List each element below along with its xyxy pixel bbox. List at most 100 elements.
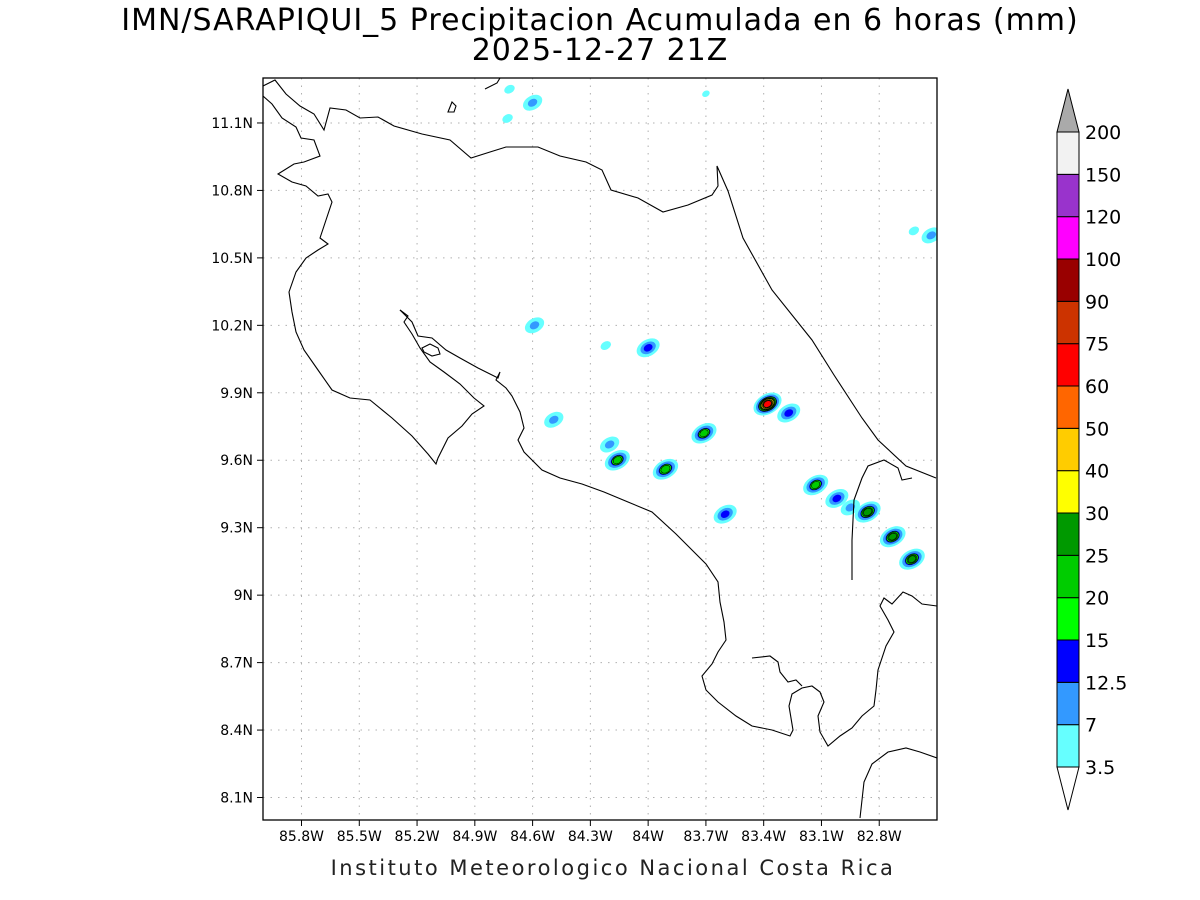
lake-island: [421, 343, 441, 357]
legend-label: 15: [1085, 630, 1109, 652]
legend-swatch: [1056, 724, 1080, 768]
lon-tick-label: 85.8W: [279, 829, 324, 845]
precip-contour: [504, 84, 515, 94]
legend-swatch: [1056, 300, 1080, 345]
burica-point: [859, 747, 937, 819]
legend-label: 90: [1085, 291, 1109, 313]
legend-label: 75: [1085, 334, 1109, 356]
precip-cell: [713, 504, 737, 524]
lat-tick-label: 9.6N: [220, 453, 253, 469]
legend-label: 30: [1085, 503, 1109, 525]
precip-contour: [604, 440, 615, 449]
lat-tick-label: 10.2N: [211, 318, 253, 334]
lon-tick-label: 83.1W: [799, 829, 844, 845]
north-island: [447, 101, 457, 113]
nicoya-gulf-and-central-pacific-coast: [399, 309, 937, 747]
legend-label: 12.5: [1085, 672, 1127, 694]
precip-cell: [825, 489, 849, 508]
precip-contour: [549, 415, 559, 424]
precip-cell: [879, 526, 906, 548]
precip-contour: [832, 494, 842, 503]
precip-contour: [699, 429, 709, 438]
coastline: [263, 78, 937, 819]
precip-contour: [600, 341, 611, 350]
legend-swatch: [1056, 131, 1080, 175]
lon-tick-label: 84.3W: [568, 829, 613, 845]
legend-label: 20: [1085, 588, 1109, 610]
legend-label: 200: [1085, 122, 1121, 144]
precip-cell: [544, 411, 564, 428]
legend-max-arrow: [1056, 88, 1080, 133]
lat-tick-label: 8.7N: [220, 656, 253, 672]
precip-cell: [803, 474, 829, 496]
legend-label: 60: [1085, 376, 1109, 398]
legend-swatch: [1056, 470, 1080, 514]
legend-min-arrow: [1056, 766, 1080, 811]
precip-cell: [522, 94, 543, 111]
legend-label: 50: [1085, 418, 1109, 440]
precip-cell: [652, 458, 679, 480]
legend-label: 120: [1085, 207, 1121, 229]
legend-label: 3.5: [1085, 757, 1115, 779]
legend-swatch: [1056, 639, 1080, 683]
legend-swatch: [1056, 385, 1080, 429]
precip-contour: [763, 400, 772, 408]
precip-cell: [504, 84, 515, 94]
map-subtitle: 2025-12-27 21Z: [471, 33, 729, 68]
precip-cell: [502, 114, 513, 123]
precip-cell: [908, 226, 920, 236]
precip-contour: [702, 90, 710, 98]
precip-cell: [702, 90, 710, 98]
lake-nicaragua-shore: [484, 78, 501, 90]
color-legend: 3.5 7 12.5 15 20 25 30 40 50 60 75 90 100 120 150 200: [1056, 88, 1127, 811]
precip-contour: [612, 456, 622, 465]
axis-ticks: 11.1N 10.8N 10.5N 10.2N 9.9N 9.6N 9.3N 9N 8.7N 8.…: [211, 116, 902, 845]
precip-cell: [840, 499, 860, 516]
precip-cell: [777, 403, 801, 423]
lon-tick-label: 84.6W: [510, 829, 555, 845]
legend-swatch: [1056, 427, 1080, 472]
lat-tick-label: 8.1N: [220, 791, 253, 807]
precip-contour: [720, 510, 730, 518]
map-frame: [262, 77, 938, 821]
precip-cell: [854, 501, 881, 523]
legend-swatch: [1056, 258, 1080, 302]
precip-cell: [921, 227, 937, 244]
precip-contour: [811, 481, 821, 489]
precip-cell: [600, 436, 620, 453]
precip-cell: [604, 449, 630, 471]
map-title: IMN/SARAPIQUI_5 Precipitacion Acumulada …: [121, 3, 1079, 38]
lat-tick-label: 9N: [234, 588, 253, 604]
lon-tick-label: 82.8W: [857, 829, 902, 845]
lat-tick-label: 9.3N: [220, 521, 253, 537]
legend-label: 7: [1085, 715, 1097, 737]
precip-contour: [888, 532, 897, 541]
precip-cell: [524, 317, 545, 334]
precipitation-layer: [502, 84, 937, 570]
lon-tick-label: 84.9W: [452, 829, 497, 845]
lon-tick-label: 83.4W: [741, 829, 786, 845]
precip-cell: [600, 341, 611, 350]
precip-contour: [784, 409, 794, 417]
map-background: [263, 78, 937, 820]
legend-label: 25: [1085, 545, 1109, 567]
precip-contour: [863, 507, 873, 516]
lat-tick-label: 11.1N: [211, 116, 253, 132]
precip-contour: [845, 503, 856, 512]
precip-cell: [691, 422, 717, 444]
panama-border: [851, 459, 913, 580]
precip-cell: [899, 548, 925, 570]
pacific-coast-north: [263, 95, 485, 466]
precip-contour: [643, 344, 653, 352]
lat-tick-label: 10.8N: [211, 183, 253, 199]
lon-tick-label: 85.2W: [395, 829, 440, 845]
lon-tick-label: 84W: [632, 829, 664, 845]
legend-swatch: [1056, 597, 1080, 641]
legend-label: 150: [1085, 164, 1121, 186]
precip-contour: [527, 98, 538, 107]
precip-cell: [636, 338, 660, 358]
precip-contour: [502, 114, 513, 123]
legend-swatch: [1056, 681, 1080, 726]
legend-swatch: [1056, 512, 1080, 556]
